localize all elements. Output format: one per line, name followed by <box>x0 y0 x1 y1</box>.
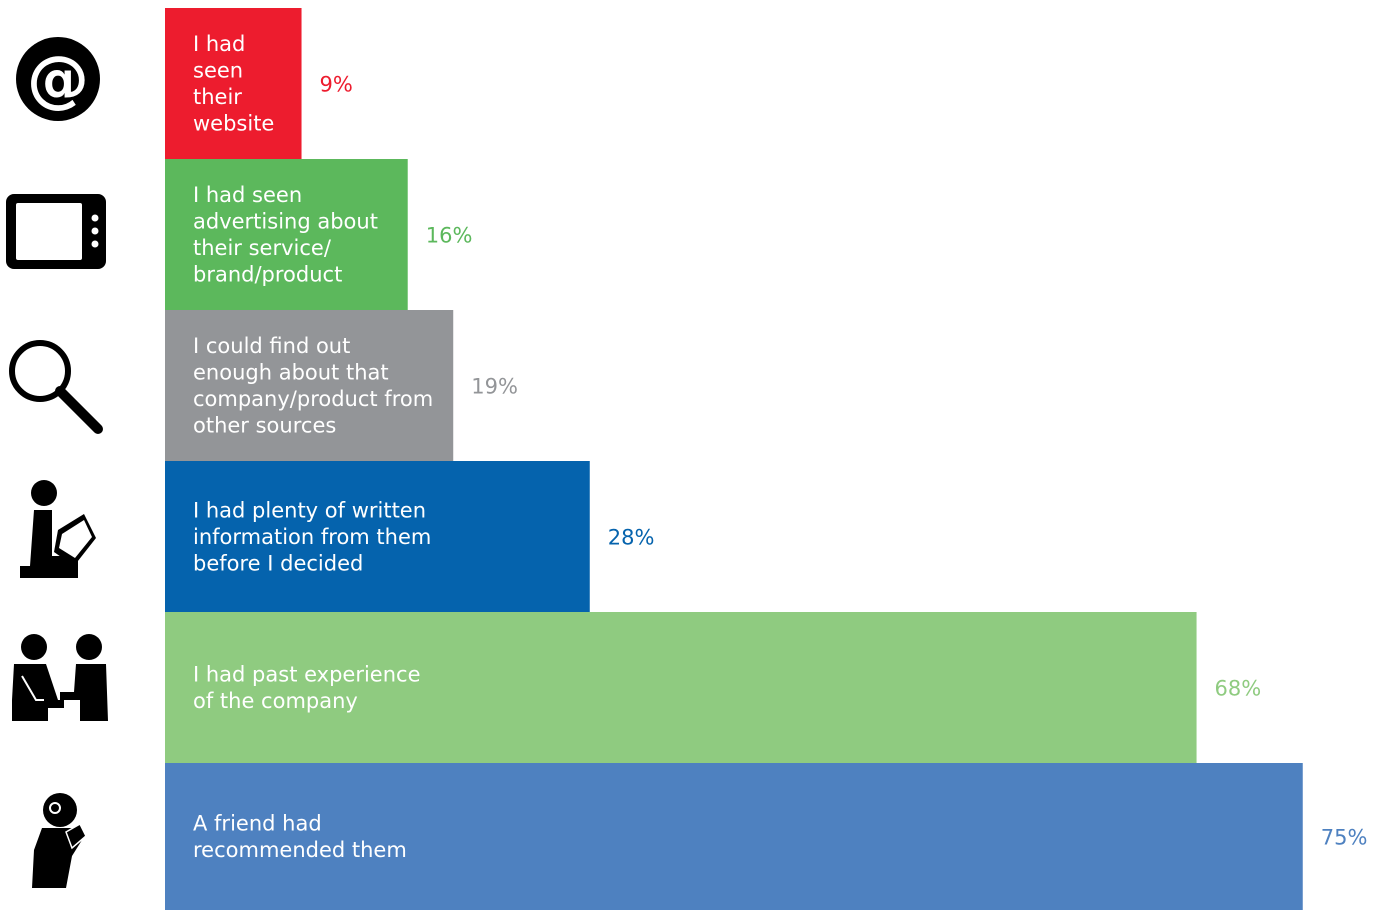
category-label-line: before I decided <box>193 551 363 575</box>
category-label-line: their <box>193 85 242 109</box>
value-label-4: 28% <box>608 526 655 550</box>
bars-layer <box>165 8 1303 910</box>
magnifier-icon <box>9 340 103 434</box>
icons-layer: @ <box>6 37 108 888</box>
category-label-line: brand/product <box>193 263 342 287</box>
category-label-line: seen <box>193 59 243 83</box>
at-sign-icon: @ <box>16 37 100 121</box>
category-label-line: I had plenty of written <box>193 498 426 522</box>
bar-4 <box>165 461 590 612</box>
category-label-line: enough about that <box>193 361 389 385</box>
category-label-line: A friend had <box>193 812 322 836</box>
category-label-line: company/product from <box>193 387 433 411</box>
person-reading-icon <box>20 480 96 578</box>
category-label-4: I had plenty of written information from … <box>193 498 431 575</box>
value-label-2: 16% <box>426 224 473 248</box>
value-label-5: 68% <box>1215 677 1262 701</box>
labels-layer: I had seen their website 9% I had seen adverti… <box>193 32 1367 862</box>
value-label-1: 9% <box>320 73 353 97</box>
category-label-1: I had seen their website <box>193 32 274 136</box>
two-people-meeting-icon <box>12 634 108 721</box>
bar-6 <box>165 763 1303 910</box>
category-label-line: advertising about <box>193 210 378 234</box>
category-label-3: I could find out enough about that company… <box>193 334 433 438</box>
value-label-6: 75% <box>1321 826 1368 850</box>
value-label-3: 19% <box>471 375 518 399</box>
category-label-5: I had past experience of the company <box>193 663 421 714</box>
category-label-line: their service/ <box>193 236 332 260</box>
bar-5 <box>165 612 1197 763</box>
category-label-line: recommended them <box>193 838 407 862</box>
category-label-line: I had seen <box>193 183 302 207</box>
person-listening-icon <box>32 793 87 888</box>
category-label-6: A friend had recommended them <box>193 812 407 863</box>
category-label-line: website <box>193 112 274 136</box>
category-label-line: other sources <box>193 414 336 438</box>
bar-1 <box>165 8 302 159</box>
category-label-line: of the company <box>193 689 358 713</box>
bar-2 <box>165 159 408 310</box>
bar-3 <box>165 310 454 461</box>
svg-text:@: @ <box>27 42 89 115</box>
category-label-line: information from them <box>193 525 431 549</box>
tablet-icon <box>6 194 106 269</box>
category-label-line: I had <box>193 32 245 56</box>
category-label-line: I had past experience <box>193 663 421 687</box>
category-label-2: I had seen advertising about their service… <box>193 183 378 287</box>
category-label-line: I could find out <box>193 334 350 358</box>
